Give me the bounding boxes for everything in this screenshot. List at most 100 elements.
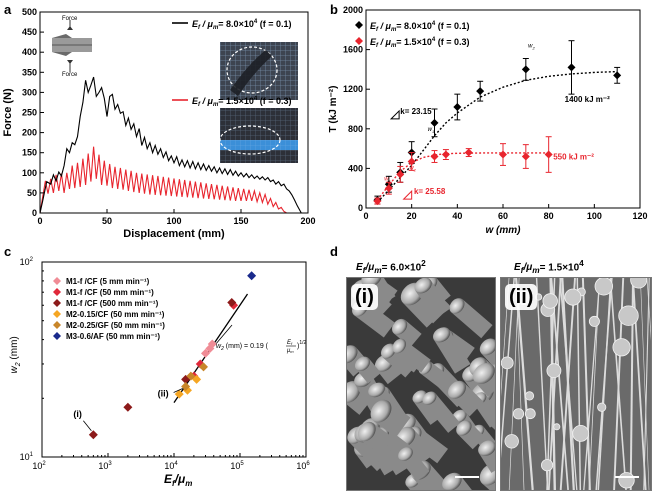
data-point [174,389,184,399]
data-point [384,184,393,193]
fibril [547,278,562,490]
resin-droplet [540,459,554,472]
x-tick-label: 106 [296,461,310,471]
fibril [576,278,582,490]
fiber [392,338,431,373]
x-tick-label: 50 [102,216,112,226]
equation-close: )1/2 [297,340,307,350]
resin-droplet [524,408,536,420]
sem-right-scalebar [615,476,639,478]
w-subscript: 2 [531,46,535,51]
y-tick-label: 400 [22,47,37,57]
slope-triangle [402,189,413,200]
fiber [456,420,486,450]
label-part: f [291,341,293,346]
resin-droplet [564,288,582,306]
data-point [544,150,553,159]
fiber-end [456,420,472,436]
x-tick-label: 40 [452,211,462,221]
data-point [521,152,530,161]
legend-marker [53,310,61,318]
x-tick-label: 103 [98,461,112,471]
annotation: k= 25.58 [414,187,446,196]
slope-triangle [389,109,400,120]
y-tick-label: 150 [22,148,37,158]
data-point [499,150,507,159]
y-tick-label: 200 [22,128,37,138]
annotation-arrow [173,388,183,393]
data-point [200,348,210,358]
data-point [192,374,202,384]
x-tick-label: 20 [407,211,417,221]
w-subscript: 1 [389,178,391,183]
fiber [370,399,411,438]
y-tick-label: 102 [20,257,34,267]
fiber-end [449,298,465,314]
sem-left-scalebar [455,476,479,478]
panel-label-a: a [4,2,12,17]
data-point [567,63,576,72]
legend-label: M3-0.6/AF (50 mm min⁻¹) [66,332,160,341]
panel-label-b: b [330,2,338,17]
tick-exponent: 3 [108,461,112,467]
panel-label-d: d [330,244,338,259]
label-part: (mm) = 0.19 ( [224,343,269,350]
fiber-end [398,447,413,461]
fiber-end [392,318,408,335]
fiber-end [478,440,495,457]
resin-droplet [542,293,558,309]
fiber-end [354,356,371,371]
label-part: m [290,349,294,354]
x-tick-label: 100 [587,211,602,221]
w-annotation: w1 [384,176,391,183]
legend-marker [53,321,61,329]
data-point [407,157,416,166]
y-tick-label: 800 [348,124,363,134]
data-point [199,362,209,372]
data-point [396,170,405,179]
label-part: /μ [174,472,186,486]
chart-a: Force Force Ef / μm= 8.0×104 (f = 0.1) E… [2,7,316,240]
annotation-arrow [83,420,92,432]
x-tick-label: 80 [544,211,554,221]
fiber [392,318,422,348]
data-point [453,103,462,112]
specimen-sketch [52,20,92,72]
data-point [430,118,439,127]
fiber [398,447,430,482]
legend-label: M1-f /CF (50 mm min⁻¹) [66,288,154,297]
series-line-black [39,76,302,214]
resin-droplet [524,391,535,401]
fiber [472,362,495,397]
fibril [501,278,510,397]
fibril [583,278,601,490]
legend-a-black: Ef / μm= 8.0×104 (f = 0.1) [192,19,291,31]
y-tick-label: 400 [348,163,363,173]
resin-droplet [504,434,519,449]
tick-exponent: 1 [30,452,34,458]
fiber [361,278,396,308]
fibril [515,278,534,490]
resin-droplet [618,305,639,326]
fiber [479,463,495,490]
fibril [515,278,525,490]
sem-right: Ef/μm= 1.5×104 (ii) [500,255,654,491]
x-tick-label: 0 [363,211,368,221]
resin-droplet [594,278,613,296]
fiber-body [347,347,370,377]
tick-exponent: 6 [306,461,310,467]
y-tick-label: 0 [358,203,363,213]
panel-label-c: c [4,244,11,259]
fibril [501,278,515,459]
data-point [430,152,439,161]
fiber [449,298,493,339]
data-point [186,371,196,381]
resin-droplet [512,408,525,420]
fiber-end [381,343,396,359]
tick-exponent: 2 [42,461,46,467]
sem-right-label: (ii) [505,284,538,310]
data-point [227,297,237,307]
equation-numerator: Ef [287,340,293,346]
